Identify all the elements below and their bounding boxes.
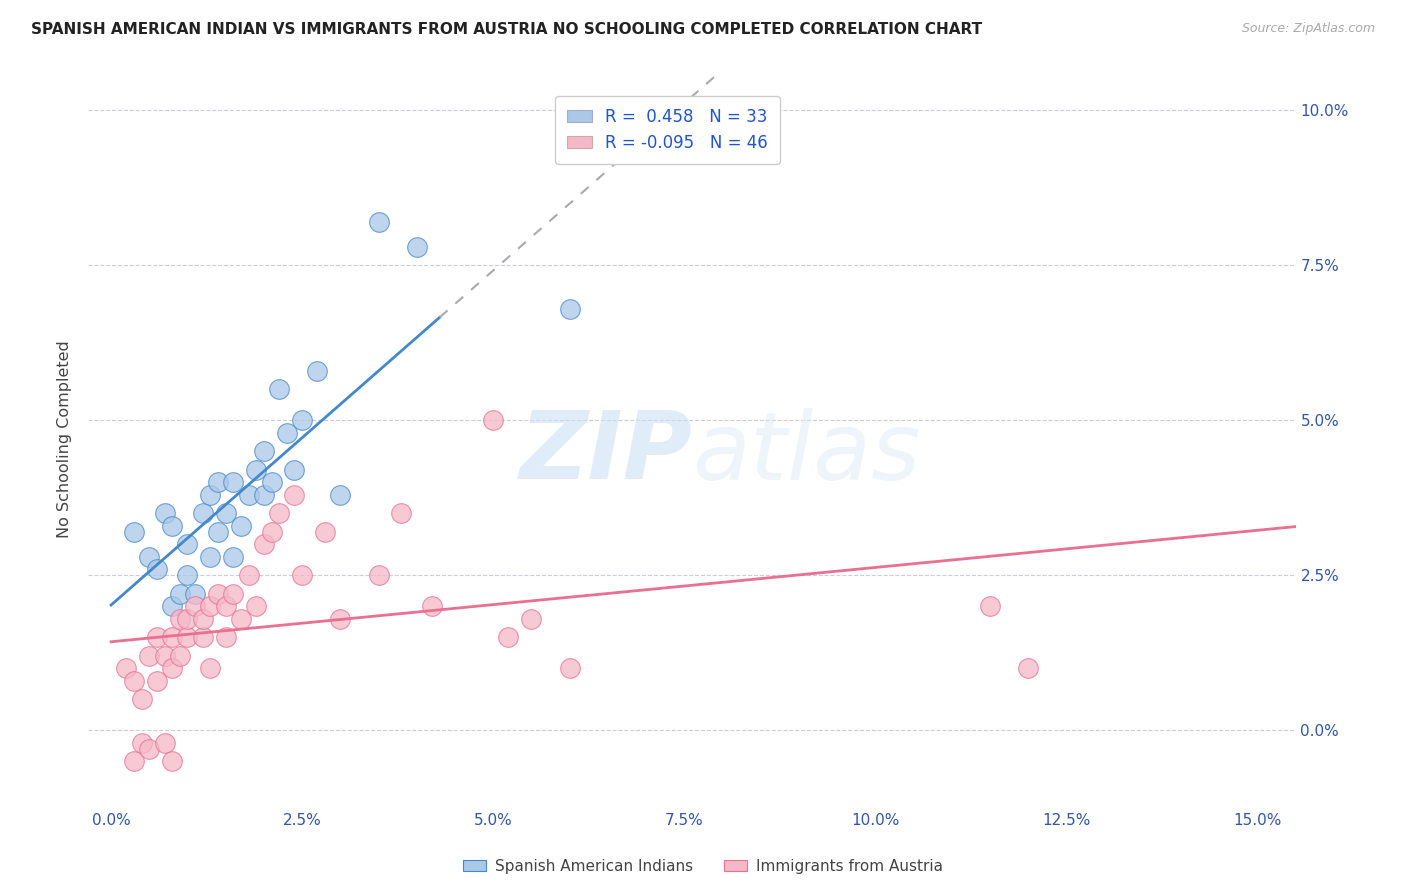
Text: ZIP: ZIP — [519, 408, 692, 500]
Point — [229, 518, 252, 533]
Point — [191, 506, 214, 520]
Text: Source: ZipAtlas.com: Source: ZipAtlas.com — [1241, 22, 1375, 36]
Point — [283, 463, 305, 477]
Point — [283, 487, 305, 501]
Point — [176, 537, 198, 551]
Point — [153, 648, 176, 663]
Point — [169, 648, 191, 663]
Legend: R =  0.458   N = 33, R = -0.095   N = 46: R = 0.458 N = 33, R = -0.095 N = 46 — [555, 96, 780, 163]
Point — [520, 611, 543, 625]
Point — [184, 587, 207, 601]
Point — [329, 611, 352, 625]
Point — [131, 692, 153, 706]
Point — [222, 475, 245, 490]
Point — [115, 661, 138, 675]
Point — [238, 568, 260, 582]
Point — [138, 549, 160, 564]
Point — [215, 506, 238, 520]
Point — [238, 487, 260, 501]
Y-axis label: No Schooling Completed: No Schooling Completed — [58, 340, 72, 538]
Point — [558, 301, 581, 316]
Point — [169, 587, 191, 601]
Point — [405, 239, 427, 253]
Point — [215, 630, 238, 644]
Point — [160, 599, 183, 614]
Point — [122, 754, 145, 768]
Point — [160, 630, 183, 644]
Point — [222, 587, 245, 601]
Point — [131, 736, 153, 750]
Point — [146, 673, 169, 688]
Point — [1017, 661, 1039, 675]
Point — [138, 648, 160, 663]
Point — [979, 599, 1001, 614]
Legend: Spanish American Indians, Immigrants from Austria: Spanish American Indians, Immigrants fro… — [457, 853, 949, 880]
Point — [291, 413, 314, 427]
Text: SPANISH AMERICAN INDIAN VS IMMIGRANTS FROM AUSTRIA NO SCHOOLING COMPLETED CORREL: SPANISH AMERICAN INDIAN VS IMMIGRANTS FR… — [31, 22, 981, 37]
Point — [160, 518, 183, 533]
Point — [122, 524, 145, 539]
Point — [260, 475, 283, 490]
Point — [191, 611, 214, 625]
Point — [184, 599, 207, 614]
Point — [329, 487, 352, 501]
Point — [160, 754, 183, 768]
Point — [558, 661, 581, 675]
Point — [391, 506, 413, 520]
Point — [498, 630, 520, 644]
Point — [314, 524, 336, 539]
Point — [146, 562, 169, 576]
Point — [122, 673, 145, 688]
Point — [260, 524, 283, 539]
Point — [269, 382, 291, 396]
Point — [269, 506, 291, 520]
Point — [200, 599, 222, 614]
Point — [367, 568, 389, 582]
Point — [207, 475, 229, 490]
Point — [367, 215, 389, 229]
Point — [160, 661, 183, 675]
Point — [169, 611, 191, 625]
Point — [200, 661, 222, 675]
Point — [245, 463, 267, 477]
Point — [176, 568, 198, 582]
Point — [200, 549, 222, 564]
Text: atlas: atlas — [692, 408, 920, 499]
Point — [245, 599, 267, 614]
Point — [200, 487, 222, 501]
Point — [222, 549, 245, 564]
Point — [153, 736, 176, 750]
Point — [138, 741, 160, 756]
Point — [307, 363, 329, 377]
Point — [482, 413, 505, 427]
Point — [207, 524, 229, 539]
Point — [215, 599, 238, 614]
Point — [291, 568, 314, 582]
Point — [153, 506, 176, 520]
Point — [253, 487, 276, 501]
Point — [191, 630, 214, 644]
Point — [207, 587, 229, 601]
Point — [253, 537, 276, 551]
Point — [276, 425, 298, 440]
Point — [176, 611, 198, 625]
Point — [229, 611, 252, 625]
Point — [420, 599, 443, 614]
Point — [176, 630, 198, 644]
Point — [146, 630, 169, 644]
Point — [253, 444, 276, 458]
